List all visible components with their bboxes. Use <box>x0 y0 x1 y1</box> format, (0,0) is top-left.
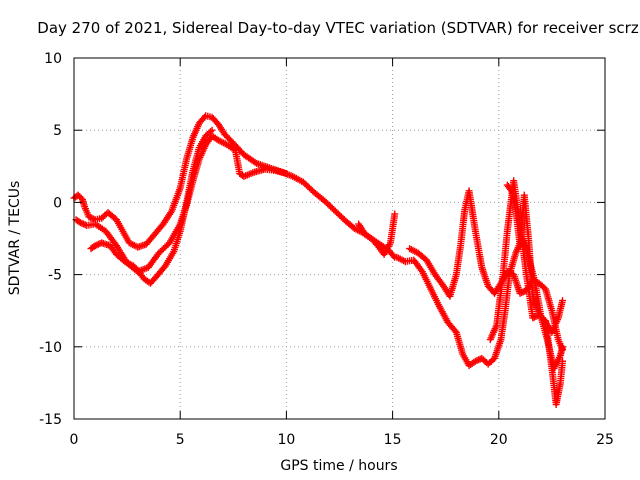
data-point-marker <box>282 170 290 178</box>
series-track-5 <box>406 187 567 354</box>
data-point-marker <box>80 220 88 228</box>
y-axis-label: SDTVAR / TECUs <box>7 181 23 296</box>
data-point-marker <box>91 242 99 250</box>
data-point-marker <box>206 128 214 136</box>
y-tick-label: -5 <box>48 268 62 284</box>
data-point-marker <box>167 209 175 217</box>
series-track-8 <box>355 210 399 258</box>
data-point-marker <box>208 126 216 134</box>
data-points <box>70 112 567 409</box>
y-tick-label: 10 <box>44 51 62 67</box>
series-track-7 <box>503 181 567 336</box>
data-point-marker <box>506 185 514 193</box>
data-point-marker <box>93 241 101 249</box>
data-point-marker <box>529 314 537 322</box>
data-point-marker <box>506 269 514 277</box>
x-tick-label: 0 <box>70 432 79 448</box>
y-tick-label: 0 <box>53 195 62 211</box>
data-point-marker <box>76 219 84 227</box>
series-track-1 <box>70 112 399 261</box>
tick-marks <box>73 57 606 420</box>
data-point-marker <box>476 355 484 363</box>
data-point-marker <box>516 289 524 297</box>
data-point-marker <box>88 214 96 222</box>
plot-frame <box>73 57 606 420</box>
data-point-marker <box>391 210 399 218</box>
data-point-marker <box>559 346 567 354</box>
data-point-marker <box>85 213 93 221</box>
x-tick-label: 5 <box>176 432 185 448</box>
data-point-marker <box>86 214 94 222</box>
chart-title: Day 270 of 2021, Sidereal Day-to-day VTE… <box>37 19 639 37</box>
data-point-marker <box>473 357 481 365</box>
y-tick-label: -10 <box>39 340 62 356</box>
data-point-marker <box>471 357 479 365</box>
data-point-marker <box>559 297 567 305</box>
x-tick-label: 20 <box>490 432 508 448</box>
data-point-marker <box>530 313 538 321</box>
data-point-marker <box>518 289 526 297</box>
data-point-marker <box>559 357 567 365</box>
x-tick-label: 10 <box>277 432 295 448</box>
data-point-marker <box>529 276 537 284</box>
y-tick-label: 5 <box>53 123 62 139</box>
x-axis-label: GPS time / hours <box>280 458 397 474</box>
data-point-marker <box>94 240 102 248</box>
data-point-marker <box>389 252 397 260</box>
series-track-3 <box>87 126 216 287</box>
y-axis-tick-labels: -15 -10 -5 0 5 10 <box>39 51 62 428</box>
x-axis-tick-labels: 0 5 10 15 20 25 <box>70 432 614 448</box>
data-point-marker <box>78 219 86 227</box>
x-tick-label: 25 <box>596 432 614 448</box>
data-point-marker <box>503 268 511 276</box>
y-tick-label: -15 <box>39 412 62 428</box>
x-tick-label: 15 <box>384 432 402 448</box>
